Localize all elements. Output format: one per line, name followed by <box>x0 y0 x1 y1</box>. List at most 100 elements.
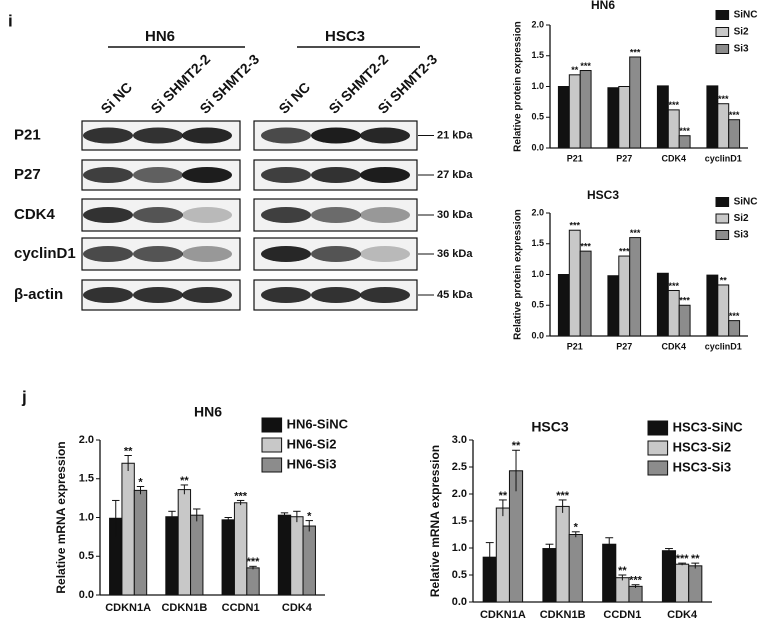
legend-swatch <box>715 197 730 207</box>
legend-label: HSC3-Si2 <box>673 439 732 454</box>
x-tick-label: CDK4 <box>282 602 313 614</box>
significance: *** <box>679 296 690 306</box>
bar <box>246 567 260 596</box>
bar <box>678 304 691 337</box>
significance: ** <box>720 275 728 285</box>
x-tick-label: P21 <box>567 153 583 163</box>
band <box>83 287 133 303</box>
legend-label: Si2 <box>734 27 749 38</box>
lane-label: Si NC <box>275 79 313 117</box>
band <box>182 127 232 144</box>
band <box>133 207 183 223</box>
significance: * <box>307 511 312 523</box>
legend-label: Si3 <box>734 230 749 241</box>
legend-label: HN6-Si2 <box>287 436 337 451</box>
x-tick-label: P27 <box>616 341 632 351</box>
chart-title: HN6 <box>194 404 222 420</box>
bar <box>607 87 620 149</box>
bar <box>557 274 570 337</box>
y-tick-label: 1.0 <box>79 511 94 523</box>
band <box>83 246 133 262</box>
bar <box>706 274 719 337</box>
legend-swatch <box>261 417 283 433</box>
bar <box>602 543 617 603</box>
x-tick-label: CCDN1 <box>603 609 641 621</box>
x-tick-label: CDKN1B <box>161 602 207 614</box>
bar <box>678 135 691 149</box>
bar <box>618 86 631 149</box>
band <box>311 246 361 262</box>
size-label: 21 kDa <box>437 129 473 141</box>
x-tick-label: CCDN1 <box>222 602 260 614</box>
band <box>83 127 133 144</box>
size-label: 45 kDa <box>437 289 473 301</box>
significance: * <box>138 476 143 488</box>
band <box>182 207 232 223</box>
band <box>311 167 361 183</box>
bar <box>557 86 570 149</box>
band <box>83 167 133 183</box>
y-axis-label: Relative mRNA expression <box>54 441 68 593</box>
y-tick-label: 1.5 <box>452 515 467 527</box>
bar <box>628 585 643 603</box>
x-tick-label: CDKN1B <box>540 609 586 621</box>
legend-swatch <box>715 230 730 240</box>
bar <box>607 275 620 337</box>
y-tick-label: 3.0 <box>452 434 467 446</box>
significance: *** <box>718 94 729 104</box>
legend-label: Si2 <box>734 213 749 224</box>
y-tick-label: 0.5 <box>531 300 544 310</box>
size-label: 30 kDa <box>437 209 473 221</box>
bar <box>568 534 583 603</box>
bar <box>542 548 557 603</box>
band <box>182 246 232 262</box>
x-tick-label: CDKN1A <box>105 602 151 614</box>
y-tick-label: 1.5 <box>531 50 544 60</box>
bar <box>667 109 680 149</box>
bar <box>121 462 135 596</box>
band <box>133 287 183 303</box>
significance: *** <box>668 281 679 291</box>
bar <box>133 489 148 596</box>
significance: *** <box>630 47 641 57</box>
significance: *** <box>630 228 641 238</box>
y-tick-label: 0.0 <box>531 142 544 152</box>
band <box>261 127 311 144</box>
row-label: P21 <box>14 126 41 143</box>
x-tick-label: cyclinD1 <box>705 341 742 351</box>
band <box>261 207 311 223</box>
bar <box>165 516 179 596</box>
significance: *** <box>569 221 580 231</box>
bar <box>579 70 592 149</box>
legend-label: HN6-SiNC <box>287 416 349 431</box>
significance: *** <box>729 110 740 120</box>
x-tick-label: CDK4 <box>667 609 698 621</box>
row-label: cyclinD1 <box>14 245 76 262</box>
band <box>360 127 410 144</box>
bar <box>661 550 677 603</box>
y-tick-label: 2.0 <box>79 434 94 446</box>
bar <box>618 255 631 337</box>
band <box>360 167 410 183</box>
band <box>133 246 183 262</box>
significance: ** <box>618 565 627 577</box>
legend-swatch <box>647 420 669 436</box>
legend-label: SiNC <box>734 10 758 21</box>
significance: *** <box>729 311 740 321</box>
legend-label: HN6-Si3 <box>287 456 337 471</box>
band <box>360 246 410 262</box>
significance: *** <box>556 490 570 502</box>
band <box>261 167 311 183</box>
legend-swatch <box>261 437 283 453</box>
significance: ** <box>571 65 579 75</box>
significance: ** <box>512 440 521 452</box>
y-tick-label: 1.0 <box>531 81 544 91</box>
group-label: HSC3 <box>325 28 365 45</box>
panel-label: j <box>21 387 27 406</box>
bar <box>190 514 204 596</box>
bar <box>495 507 510 603</box>
legend-swatch <box>261 457 283 473</box>
significance: *** <box>629 575 643 587</box>
significance: *** <box>234 490 248 502</box>
legend-swatch <box>715 44 730 54</box>
